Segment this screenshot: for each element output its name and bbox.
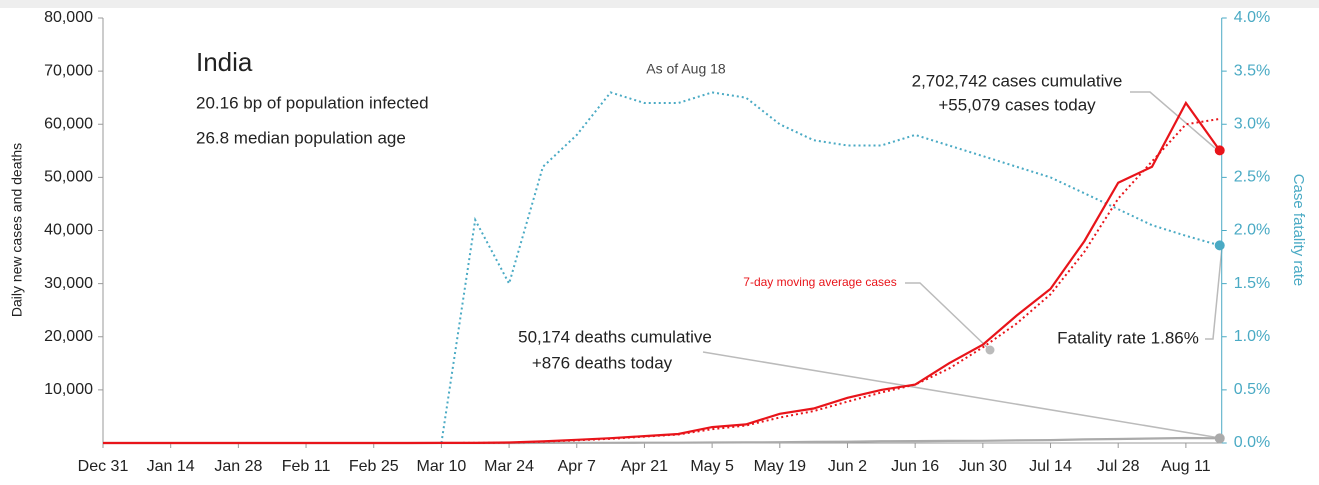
annotation: Fatality rate 1.86%	[1057, 328, 1199, 347]
y2-tick-label: 2.0%	[1234, 222, 1270, 239]
annotation: 7-day moving average cases	[743, 275, 896, 289]
y-tick-label: 40,000	[44, 222, 93, 239]
annotation: 20.16 bp of population infected	[196, 93, 429, 112]
x-tick-label: May 19	[754, 458, 807, 475]
x-tick-label: Jun 30	[959, 458, 1007, 475]
y-tick-label: 20,000	[44, 328, 93, 345]
end-dot	[1214, 240, 1225, 251]
y2-tick-label: 3.0%	[1234, 115, 1270, 132]
annotation: +55,079 cases today	[938, 95, 1096, 114]
x-tick-label: Mar 24	[484, 458, 534, 475]
y2-tick-label: 2.5%	[1234, 169, 1270, 186]
y2-tick-label: 1.0%	[1234, 328, 1270, 345]
annotation: India	[196, 47, 253, 77]
series-line	[103, 117, 1220, 444]
y2-tick-label: 4.0%	[1234, 9, 1270, 26]
x-tick-label: Feb 11	[282, 458, 331, 475]
header-strip	[0, 0, 1319, 8]
y-tick-label: 30,000	[44, 275, 93, 292]
y-axis-label: Daily new cases and deaths	[9, 143, 25, 317]
annotation: 26.8 median population age	[196, 128, 406, 147]
y2-tick-label: 0.5%	[1234, 381, 1270, 398]
leader-line	[1130, 91, 1216, 149]
x-tick-label: Jul 14	[1029, 458, 1072, 475]
x-tick-label: Jul 28	[1097, 458, 1140, 475]
x-tick-label: Jan 28	[214, 458, 262, 475]
x-tick-label: May 5	[690, 458, 734, 475]
y2-tick-label: 3.5%	[1234, 62, 1270, 79]
leader-line	[905, 282, 991, 351]
x-tick-label: Jan 14	[147, 458, 195, 475]
annotation: 2,702,742 cases cumulative	[912, 71, 1123, 90]
end-dot	[1214, 433, 1225, 444]
y-tick-label: 60,000	[44, 115, 93, 132]
annotation: As of Aug 18	[646, 61, 726, 77]
x-tick-label: Apr 21	[621, 458, 668, 475]
series-line	[440, 91, 1220, 444]
annotation: 50,174 deaths cumulative	[518, 327, 712, 346]
x-tick-label: Jun 2	[828, 458, 867, 475]
y-tick-label: 70,000	[44, 62, 93, 79]
y2-tick-label: 0.0%	[1234, 434, 1270, 451]
pointer-dot	[985, 345, 995, 355]
x-tick-label: Apr 7	[558, 458, 596, 475]
x-tick-label: Feb 25	[349, 458, 399, 475]
y-tick-label: 50,000	[44, 169, 93, 186]
leader-line	[1205, 246, 1223, 340]
x-tick-label: Dec 31	[78, 458, 129, 475]
series-line	[103, 100, 1221, 445]
x-tick-label: Aug 11	[1161, 458, 1211, 475]
leader-line	[702, 351, 1221, 439]
y2-tick-label: 1.5%	[1234, 275, 1270, 292]
end-dot	[1214, 145, 1225, 156]
y2-axis-label: Case fatality rate	[1290, 174, 1307, 287]
annotation: +876 deaths today	[532, 353, 673, 372]
x-tick-label: Mar 10	[417, 458, 467, 475]
y-tick-label: 10,000	[44, 381, 93, 398]
y-tick-label: 80,000	[44, 9, 93, 26]
x-tick-label: Jun 16	[891, 458, 939, 475]
leaders	[702, 91, 1223, 439]
